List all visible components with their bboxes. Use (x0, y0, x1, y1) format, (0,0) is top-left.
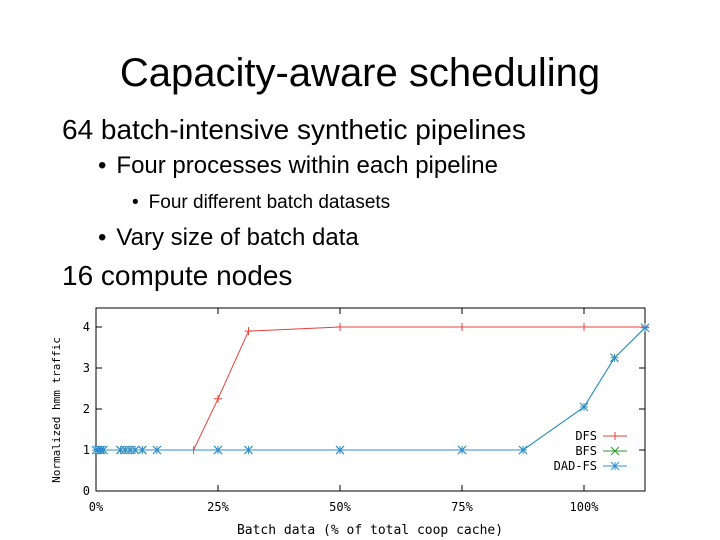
slide-title: Capacity-aware scheduling (119, 51, 601, 95)
y-tick-label: 0 (83, 484, 90, 498)
series-line-dfs (96, 326, 645, 451)
x-tick-label: 75% (451, 500, 473, 514)
x-axis-label: Batch data (% of total coop cache) (237, 523, 503, 538)
bullet-dot: • (98, 152, 107, 179)
point-dad-fs (138, 445, 147, 455)
bullet-text: Four different batch datasets (148, 192, 391, 213)
traffic-line-chart: Normalized hmm traffic Batch data (% of … (50, 307, 650, 538)
legend-marker-dfs (611, 432, 619, 440)
bullet-text: 16 compute nodes (62, 260, 293, 291)
y-tick-label: 2 (83, 402, 90, 416)
point-dfs (214, 394, 222, 403)
x-tick-label: 25% (207, 500, 229, 514)
point-dfs (580, 323, 588, 331)
point-dad-fs (335, 445, 345, 455)
point-dad-fs (640, 323, 650, 333)
x-tick-label: 0% (89, 500, 104, 514)
x-tick-label: 100% (570, 500, 600, 514)
point-dfs (336, 323, 344, 331)
point-dad-fs (457, 445, 467, 455)
y-tick-label: 3 (83, 361, 90, 375)
legend-marker-dad-fs (610, 461, 620, 471)
y-tick-label: 4 (83, 320, 90, 334)
bullet-level1-pipelines: 64 batch-intensive synthetic pipelines (62, 114, 526, 146)
plot-frame (95, 307, 646, 492)
bullet-level3-datasets: • Four different batch datasets (132, 192, 390, 214)
point-dad-fs (152, 445, 162, 455)
point-dad-fs (98, 445, 108, 455)
bullet-level2-processes: • Four processes within each pipeline (98, 152, 498, 180)
point-dad-fs (518, 445, 528, 455)
point-dfs (458, 323, 466, 331)
legend-label-dad-fs: DAD-FS (554, 459, 597, 473)
x-tick-label: 50% (329, 500, 351, 514)
bullet-text: Four processes within each pipeline (116, 152, 498, 179)
point-dad-fs (244, 445, 253, 455)
y-axis-label: Normalized hmm traffic (50, 337, 63, 483)
point-dad-fs (579, 402, 589, 412)
bullet-dot: • (132, 192, 139, 213)
point-dad-fs (130, 445, 140, 455)
y-tick-label: 1 (83, 443, 90, 457)
bullet-text: 64 batch-intensive synthetic pipelines (62, 114, 526, 145)
point-dad-fs (610, 353, 619, 363)
legend-label-dfs: DFS (575, 429, 597, 443)
series-line-bfs (96, 327, 646, 451)
bullet-dot: • (98, 224, 107, 251)
legend-label-bfs: BFS (575, 444, 597, 458)
legend-marker-bfs (610, 446, 620, 456)
bullet-text: Vary size of batch data (116, 224, 359, 251)
series-line-dad-fs (96, 327, 646, 451)
point-dfs (244, 327, 253, 336)
bullet-level1-nodes: 16 compute nodes (62, 260, 292, 292)
point-dad-fs (213, 445, 223, 455)
bullet-level2-vary-size: • Vary size of batch data (98, 224, 359, 252)
